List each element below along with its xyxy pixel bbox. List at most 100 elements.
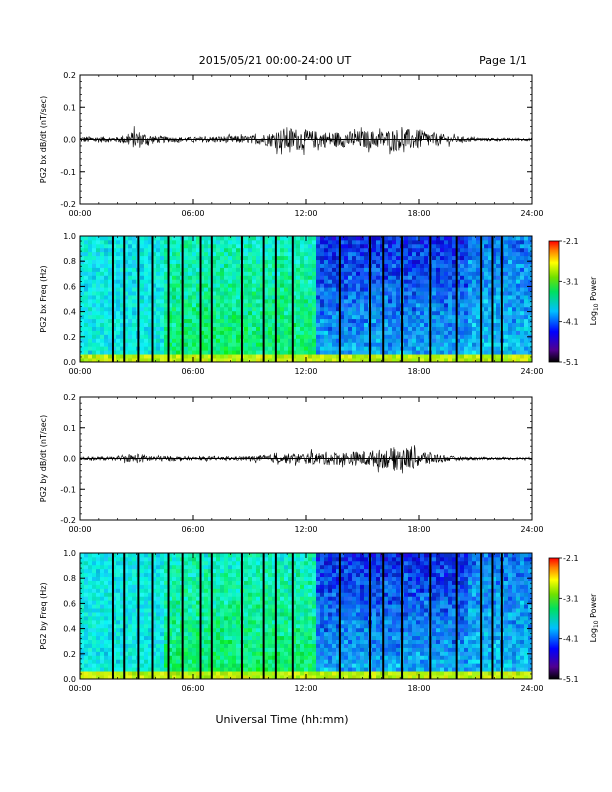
spectrogram-cell	[120, 568, 125, 574]
spectrogram-cell	[148, 318, 153, 324]
spectrogram-cell	[84, 568, 89, 574]
spectrogram-cell	[184, 639, 189, 644]
spectrogram-cell	[192, 647, 197, 652]
spectrogram-cell	[324, 263, 329, 268]
spectrogram-cell	[504, 236, 509, 241]
spectrogram-cell	[172, 627, 177, 633]
spectrogram-cell	[312, 338, 317, 343]
spectrogram-cell	[412, 247, 417, 253]
spectrogram-cell	[184, 596, 189, 601]
spectrogram-cell	[120, 291, 125, 296]
spectrogram-cell	[104, 255, 109, 261]
spectrogram-cell	[184, 236, 189, 241]
spectrogram-cell	[388, 299, 393, 304]
spectrogram-cell	[144, 306, 149, 312]
spectrogram-cell	[236, 342, 241, 347]
spectrogram-cell	[124, 251, 129, 257]
spectrogram-cell	[424, 255, 429, 261]
spectrogram-cell	[336, 251, 341, 257]
spectrogram-cell	[364, 279, 369, 284]
spectrogram-cell	[144, 643, 149, 648]
spectrogram-cell	[148, 600, 153, 605]
spectrogram-cell	[348, 251, 353, 257]
spectrogram-cell	[388, 322, 393, 327]
spectrogram-cell	[84, 295, 89, 300]
spectrogram-cell	[212, 326, 217, 331]
spectrogram-cell	[168, 600, 173, 605]
spectrogram-cell	[164, 568, 169, 574]
spectrogram-cell	[88, 659, 93, 664]
spectrogram-cell	[176, 564, 181, 570]
spectrogram-cell	[416, 338, 421, 343]
spectrogram-cell	[84, 600, 89, 605]
x-tick-label: 12:00	[294, 367, 317, 376]
spectrogram-cell	[224, 271, 229, 276]
spectrogram-cell	[92, 592, 97, 597]
spectrogram-cell	[268, 338, 273, 343]
spectrogram-cell	[92, 663, 97, 668]
spectrogram-cell	[396, 302, 401, 308]
spectrogram-cell	[336, 358, 341, 363]
spectrogram-cell	[80, 655, 85, 660]
spectrogram-cell	[396, 247, 401, 253]
spectrogram-cell	[440, 354, 445, 359]
spectrogram-cell	[124, 564, 129, 570]
spectrogram-cell	[116, 608, 121, 613]
spectrogram-cell	[496, 259, 501, 264]
y-tick-label: 0.0	[63, 358, 76, 367]
spectrogram-cell	[308, 326, 313, 331]
spectrogram-cell	[316, 330, 321, 335]
spectrogram-cell	[120, 675, 125, 680]
spectrogram-cell	[516, 263, 521, 268]
spectrogram-cell	[204, 243, 209, 249]
spectrogram-cell	[96, 291, 101, 296]
spectrogram-cell	[468, 338, 473, 343]
spectrogram-cell	[344, 247, 349, 253]
spectrogram-cell	[288, 236, 293, 241]
spectrogram-cell	[464, 291, 469, 296]
spectrogram-cell	[468, 255, 473, 261]
spectrogram-cell	[464, 279, 469, 284]
spectrogram-cell	[396, 295, 401, 300]
spectrogram-cell	[108, 267, 113, 272]
spectrogram-cell	[304, 283, 309, 288]
spectrogram-cell	[440, 299, 445, 304]
spectrogram-cell	[172, 267, 177, 272]
spectrogram-cell	[120, 279, 125, 284]
spectrogram-cell	[340, 350, 345, 355]
spectrogram-cell	[216, 306, 221, 312]
spectrogram-cell	[144, 358, 149, 363]
spectrogram-cell	[384, 354, 389, 359]
spectrogram-cell	[140, 596, 145, 601]
spectrogram-cell	[272, 314, 277, 320]
spectrogram-cell	[100, 643, 105, 648]
spectrogram-cell	[116, 556, 121, 562]
spectrogram-cell	[124, 287, 129, 292]
spectrogram-cell	[100, 239, 105, 245]
spectrogram-cell	[340, 342, 345, 347]
spectrogram-cell	[292, 251, 297, 257]
spectrogram-cell	[108, 635, 113, 641]
spectrogram-cell	[156, 608, 161, 613]
spectrogram-cell	[212, 342, 217, 347]
spectrogram-cell	[308, 306, 313, 312]
spectrogram-cell	[304, 255, 309, 261]
spectrogram-cell	[100, 608, 105, 613]
spectrogram-cell	[528, 322, 533, 327]
spectrogram-cell	[168, 299, 173, 304]
spectrogram-cell	[120, 306, 125, 312]
spectrogram-cell	[128, 588, 133, 593]
spectrogram-cell	[284, 259, 289, 264]
spectrogram-cell	[108, 596, 113, 601]
x-tick-label: 06:00	[181, 525, 204, 534]
spectrogram-cell	[212, 314, 217, 320]
spectrogram-cell	[476, 283, 481, 288]
spectrogram-cell	[344, 306, 349, 312]
spectrogram-cell	[392, 283, 397, 288]
spectrogram-cell	[444, 326, 449, 331]
spectrogram-cell	[268, 236, 273, 241]
spectrogram-cell	[492, 255, 497, 261]
spectrogram-cell	[344, 326, 349, 331]
spectrogram-cell	[148, 663, 153, 668]
spectrogram-cell	[492, 259, 497, 264]
